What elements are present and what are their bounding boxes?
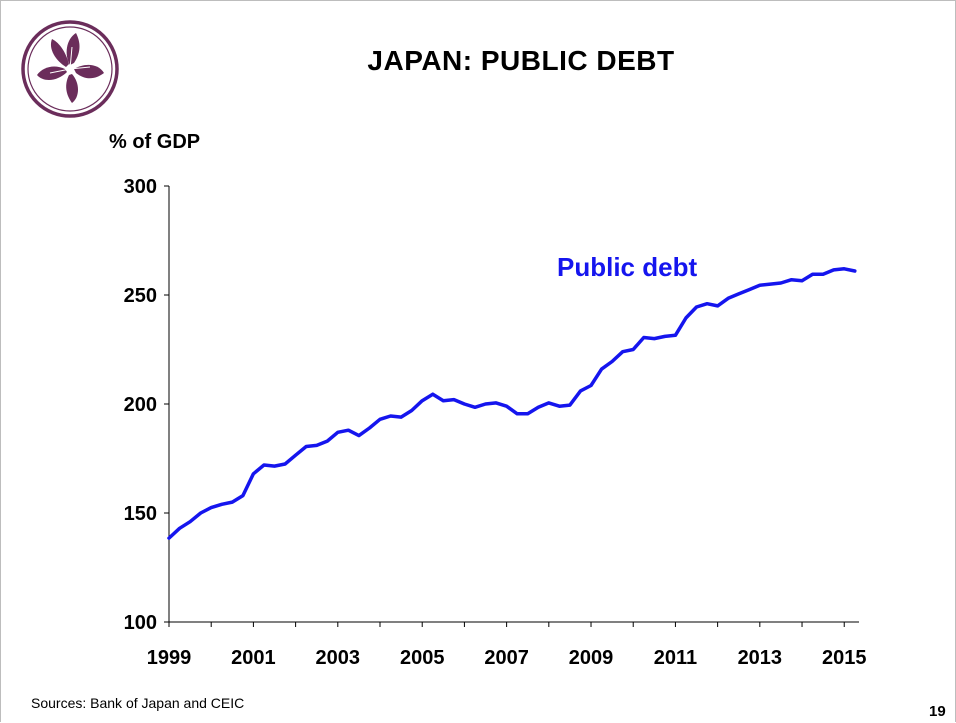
chart-series — [167, 267, 857, 540]
series-label-public-debt: Public debt — [557, 252, 697, 282]
slide-title: JAPAN: PUBLIC DEBT — [367, 45, 675, 76]
x-tick-label: 2007 — [484, 647, 529, 669]
y-tick-label: 150 — [124, 503, 157, 525]
y-tick-label: 250 — [124, 285, 157, 307]
chart-axes — [164, 185, 859, 627]
x-tick-label: 1999 — [147, 647, 192, 669]
x-tick-label: 2011 — [654, 647, 697, 669]
y-tick-label: 200 — [124, 394, 157, 416]
source-note: Sources: Bank of Japan and CEIC — [31, 695, 245, 711]
x-tick-label: 2015 — [822, 647, 867, 669]
y-axis-label: % of GDP — [109, 131, 201, 153]
x-tick-labels: 1999 2001 2003 2005 2007 2009 2011 2013 2015 — [147, 647, 867, 669]
x-tick-label: 2001 — [231, 647, 276, 669]
page-number: 19 — [929, 703, 946, 720]
y-tick-labels: 100 150 200 250 300 — [124, 176, 157, 634]
x-tick-label: 2013 — [738, 647, 783, 669]
x-tick-label: 2009 — [569, 647, 614, 669]
y-tick-label: 300 — [124, 176, 157, 198]
y-tick-label: 100 — [124, 612, 157, 634]
x-tick-label: 2003 — [316, 647, 361, 669]
bauhinia-flower-logo-icon — [21, 20, 119, 118]
x-tick-label: 2005 — [400, 647, 445, 669]
series-line-public-debt — [167, 267, 857, 540]
